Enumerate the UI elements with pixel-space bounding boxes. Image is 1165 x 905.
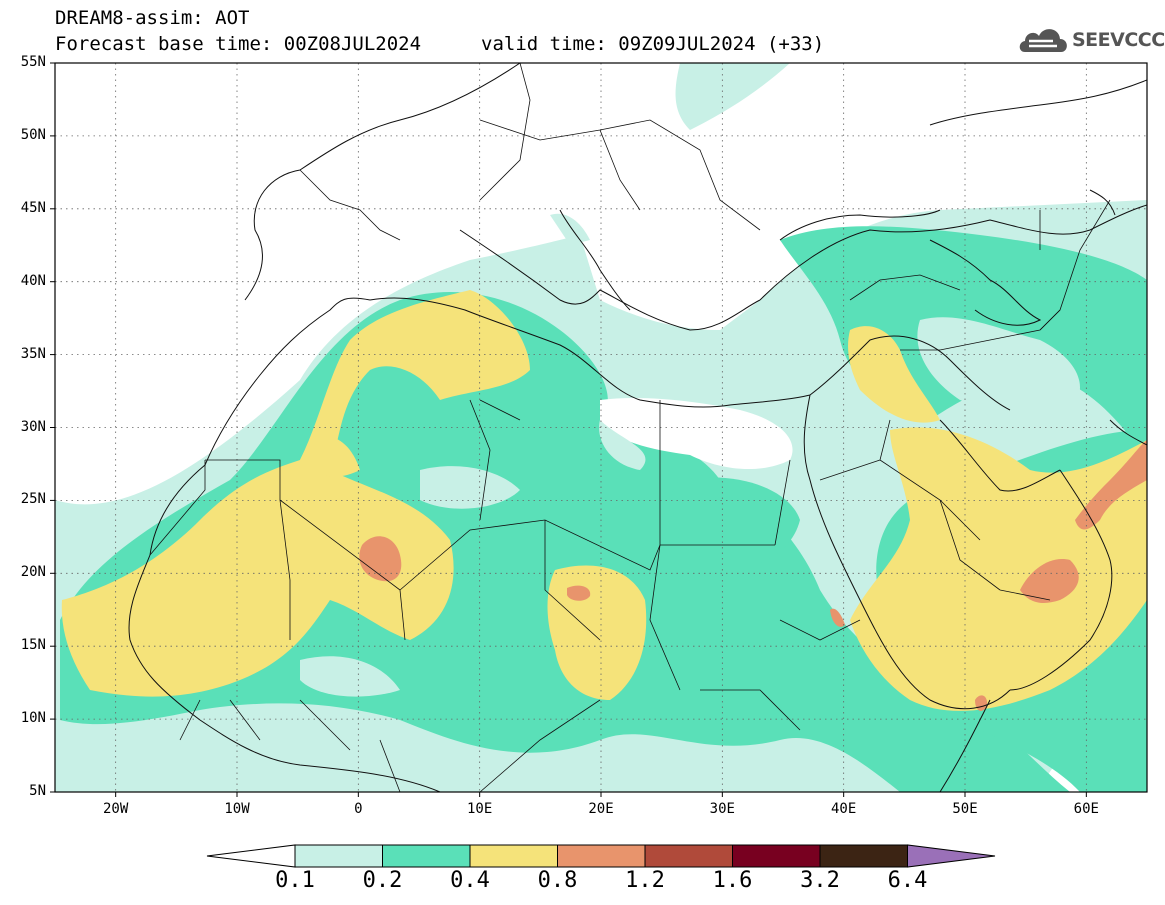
- lat-label: 45N: [20, 199, 46, 216]
- valid-time: valid time: 09Z09JUL2024 (+33): [481, 33, 825, 55]
- forecast-base-time: Forecast base time: 00Z08JUL2024: [55, 33, 422, 55]
- colorbar-swatch: [382, 844, 471, 868]
- colorbar-swatch: [644, 844, 733, 868]
- country-borders: [149, 63, 1111, 792]
- lat-label: 5N: [29, 783, 46, 799]
- colorbar-level-label: 1.2: [625, 868, 665, 893]
- colorbar-level-label: 6.4: [887, 868, 928, 893]
- lon-label: 0: [354, 801, 363, 817]
- lat-label: 25N: [20, 491, 46, 508]
- lat-label: 40N: [20, 272, 46, 289]
- lon-label: 20E: [588, 801, 614, 817]
- colorbar-over-arrow: [907, 844, 996, 868]
- logo-text: SEEVCCC: [1072, 29, 1165, 51]
- colorbar-level-label: 0.2: [362, 868, 403, 893]
- coastlines: [128, 63, 1147, 792]
- map-title: DREAM8-assim: AOT: [55, 7, 250, 29]
- lat-label: 10N: [20, 710, 46, 727]
- lat-label: 30N: [20, 418, 46, 435]
- colorbar-level-label: 3.2: [800, 868, 840, 893]
- colorbar-swatch: [469, 844, 558, 868]
- lon-label: 40E: [831, 801, 857, 817]
- colorbar-level-label: 0.8: [537, 868, 578, 893]
- lat-label: 50N: [20, 126, 46, 143]
- colorbar-swatch: [819, 844, 908, 868]
- lat-label: 20N: [20, 564, 46, 581]
- cloud-logo-icon: [1019, 29, 1067, 52]
- lon-label: 20W: [103, 801, 129, 817]
- gridlines: [55, 63, 1147, 792]
- colorbar-under-arrow: [206, 844, 296, 868]
- colorbar-level-label: 1.6: [712, 868, 753, 893]
- lon-label: 10E: [467, 801, 493, 817]
- colorbar-swatch: [557, 844, 646, 868]
- lat-label: 15N: [20, 637, 46, 654]
- colorbar-swatch: [732, 844, 821, 868]
- aot-field: [55, 63, 1147, 792]
- lon-label: 50E: [952, 801, 978, 817]
- colorbar-swatch: [294, 844, 383, 868]
- lon-label: 10W: [224, 801, 250, 817]
- colorbar-level-label: 0.4: [450, 868, 490, 893]
- lat-label: 35N: [20, 345, 46, 362]
- lon-label: 60E: [1073, 801, 1099, 817]
- lat-label: 55N: [20, 54, 46, 70]
- axis-ticks: [50, 62, 1087, 797]
- lon-label: 30E: [709, 801, 735, 817]
- colorbar-level-label: 0.1: [275, 868, 315, 893]
